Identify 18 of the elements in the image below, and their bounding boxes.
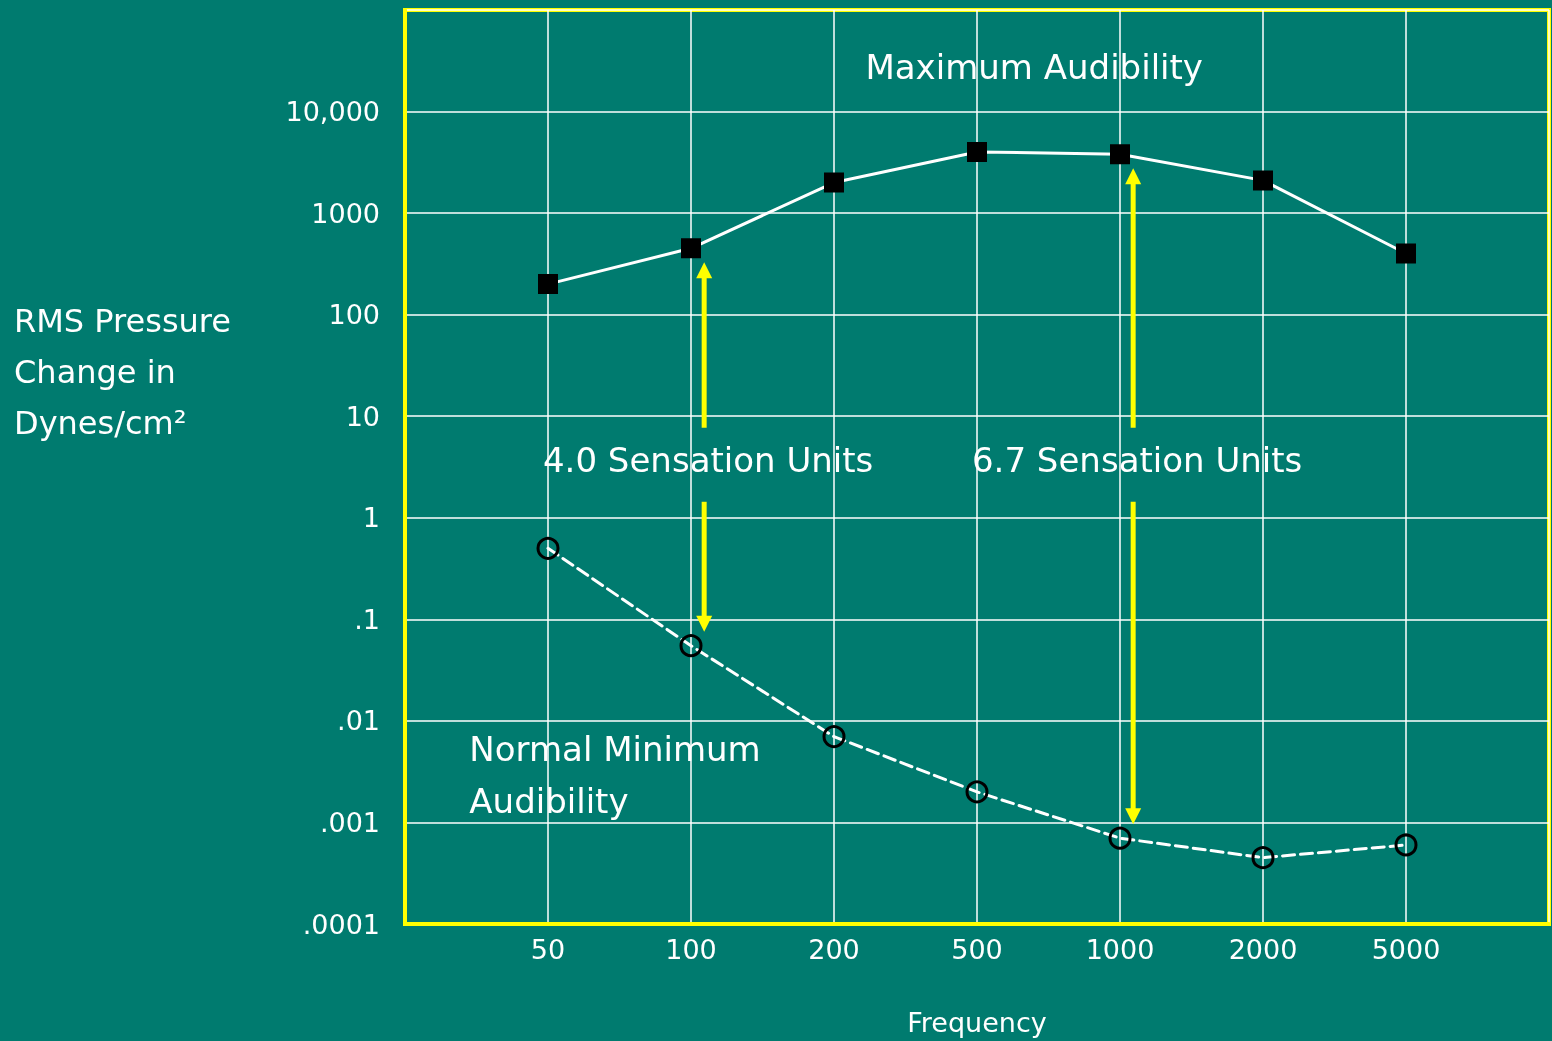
y-tick-label: 10,000 <box>285 96 380 128</box>
x-tick-label: 1000 <box>1085 934 1155 965</box>
y-tick-label: .001 <box>319 806 380 838</box>
x-tick-label: 200 <box>808 934 860 965</box>
y-tick-label: 1000 <box>311 197 380 229</box>
y-tick-label: 10 <box>345 400 380 432</box>
x-axis-title: Frequency <box>907 1007 1047 1038</box>
y-tick-label: .0001 <box>302 908 380 940</box>
y-tick-label: 100 <box>328 299 380 331</box>
x-tick-label: 2000 <box>1228 934 1298 965</box>
x-tick-label: 50 <box>530 934 566 965</box>
x-tick-label: 5000 <box>1371 934 1441 965</box>
y-tick-label: .01 <box>337 705 380 737</box>
y-axis-title: RMS Pressure Change in Dynes/cm² <box>14 301 242 442</box>
x-tick-label: 100 <box>665 934 717 965</box>
y-tick-label: 1 <box>362 502 380 534</box>
y-tick-label: .1 <box>354 603 380 635</box>
x-tick-label: 500 <box>951 934 1003 965</box>
